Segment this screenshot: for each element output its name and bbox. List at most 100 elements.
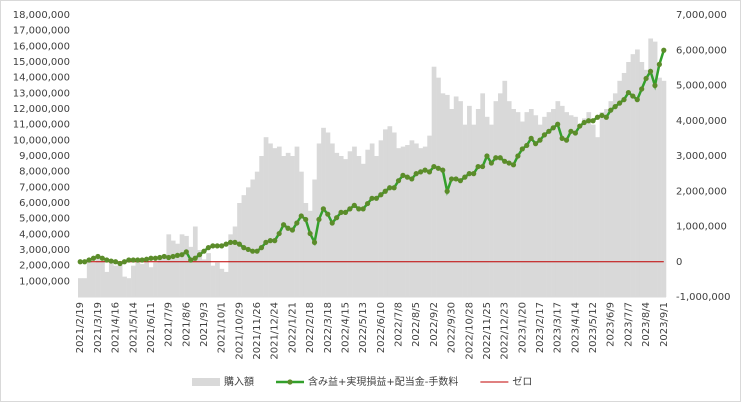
bar: [321, 127, 326, 297]
line-marker: [541, 132, 548, 138]
line-marker: [603, 114, 609, 120]
line-marker: [413, 171, 419, 177]
line-marker: [448, 176, 455, 182]
line-marker: [82, 259, 88, 265]
bar: [91, 262, 96, 297]
x-tick-label: 2021/8/6: [181, 302, 192, 347]
line-marker: [250, 248, 256, 254]
bar: [458, 101, 463, 298]
y-tick-label: 5,000,000: [19, 214, 70, 225]
x-tick-label: 2023/2/17: [535, 302, 546, 353]
legend-label: 含み益+実現損益+配当金-手数料: [308, 375, 458, 388]
line-marker: [528, 135, 534, 141]
bar: [520, 121, 525, 298]
bar: [201, 259, 207, 297]
bar: [250, 179, 256, 297]
y-tick-label: 7,000,000: [19, 182, 70, 193]
bar: [604, 109, 609, 297]
bar: [272, 148, 278, 297]
bar: [414, 143, 419, 297]
bar: [215, 262, 220, 297]
bar: [223, 271, 229, 297]
line-marker: [502, 158, 508, 164]
bar: [387, 126, 393, 297]
bar: [338, 156, 344, 297]
line-marker: [254, 248, 260, 254]
x-tick-label: 2023/6/9: [606, 302, 617, 347]
bar: [471, 124, 477, 298]
line-marker: [466, 171, 472, 177]
line-marker: [161, 253, 167, 260]
bar: [475, 109, 481, 297]
x-tick-label: 2022/7/8: [394, 302, 405, 347]
bar: [661, 80, 667, 297]
bar: [657, 77, 662, 298]
line-marker: [462, 174, 468, 180]
bar: [502, 80, 508, 297]
bar: [259, 156, 264, 297]
bar: [595, 137, 600, 297]
bar: [104, 271, 110, 297]
legend-item: 購入額: [192, 375, 254, 388]
line-marker: [104, 257, 110, 263]
x-tick-label: 2022/5/13: [358, 302, 369, 353]
x-tick-label: 2022/8/5: [411, 302, 422, 347]
x-tick-label: 2021/6/11: [146, 302, 157, 353]
bar: [356, 156, 362, 297]
line-marker: [307, 230, 313, 237]
bar: [330, 143, 335, 297]
x-tick-label: 2021/7/9: [164, 302, 175, 347]
line-marker: [506, 160, 512, 166]
x-tick-label: 2023/3/17: [553, 302, 564, 353]
bar: [551, 109, 556, 297]
line-marker: [227, 239, 234, 245]
x-tick-label: 2021/9/3: [199, 302, 210, 347]
bar: [617, 80, 623, 297]
line-marker: [108, 258, 114, 264]
bar: [219, 268, 225, 297]
bar: [352, 146, 357, 297]
bar: [444, 94, 450, 298]
line-marker: [267, 238, 273, 244]
bar: [378, 140, 384, 297]
line-marker: [325, 211, 331, 217]
y-tick-label: 16,000,000: [13, 41, 70, 52]
bar: [639, 62, 645, 297]
bar: [467, 105, 472, 297]
line-marker: [484, 153, 490, 159]
y-tick-label: 8,000,000: [19, 167, 70, 178]
line-marker: [258, 245, 265, 251]
y2-tick-label: 1,000,000: [676, 222, 727, 233]
line-marker: [382, 188, 388, 194]
line-marker: [263, 239, 269, 245]
line-marker: [608, 107, 614, 113]
y-tick-label: 15,000,000: [13, 57, 70, 68]
line-marker: [373, 195, 380, 201]
x-tick-label: 2021/5/14: [128, 302, 139, 353]
line-marker: [112, 259, 119, 265]
line-marker: [387, 185, 393, 191]
x-tick-label: 2022/10/28: [464, 302, 475, 360]
bar: [276, 146, 282, 297]
bar: [122, 276, 127, 297]
x-tick-label: 2023/5/12: [588, 302, 599, 353]
bar: [648, 38, 654, 297]
y-tick-label: 3,000,000: [19, 245, 70, 256]
line-marker: [616, 100, 623, 106]
line-marker: [334, 215, 340, 221]
bar: [162, 256, 167, 297]
line-marker: [214, 243, 220, 249]
line-marker: [471, 171, 477, 177]
bar: [515, 112, 521, 297]
bar: [108, 259, 114, 297]
line-marker: [391, 185, 397, 191]
y-tick-label: 14,000,000: [13, 73, 70, 84]
y-tick-label: 17,000,000: [13, 26, 70, 37]
line-marker: [157, 254, 163, 261]
bar: [524, 112, 530, 297]
bar: [564, 112, 570, 297]
line-marker: [634, 97, 640, 103]
bar: [374, 156, 379, 297]
bar: [511, 109, 516, 297]
line-marker: [99, 255, 105, 261]
